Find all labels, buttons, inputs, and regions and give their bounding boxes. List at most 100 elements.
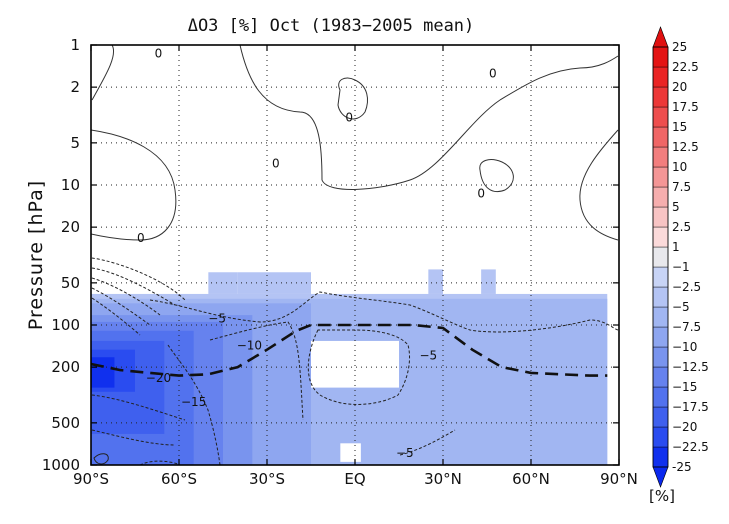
x-tick-label: 30°S [249,470,285,488]
zero-contour [579,129,619,241]
colorbar-label: 15 [672,120,687,134]
contour-label: 0 [155,46,163,60]
y-tick-label: 2 [70,78,80,96]
y-tick-label: 10 [61,176,80,194]
y-tick-label: 1 [70,36,80,54]
colorbar-swatch [652,326,669,348]
x-tick-label: 90°S [73,470,109,488]
colorbar-label: 20 [672,80,687,94]
colorbar-label: −22.5 [672,440,709,454]
y-tick-label: 200 [51,358,80,376]
colorbar-label: −20 [672,420,697,434]
neg-contour [91,429,176,446]
colorbar-label: 22.5 [672,60,699,74]
small-contour [93,453,109,465]
zero-contour [337,77,368,120]
colorbar-label: −2.5 [672,280,701,294]
colorbar-swatch [652,86,669,108]
contour-label: −20 [146,371,171,385]
colorbar-label: −15 [672,380,697,394]
shade-cell-13 [91,357,115,388]
colorbar-swatch [652,446,669,468]
colorbar-swatch [652,126,669,148]
colorbar-label: −17.5 [672,400,709,414]
colorbar-label: 12.5 [672,140,699,154]
colorbar-label: 5 [672,200,680,214]
y-tick-label: 50 [61,274,80,292]
colorbar-swatch [652,266,669,288]
colorbar-label: 10 [672,160,687,174]
shade-cell-16 [91,45,608,270]
colorbar-label: −1 [672,260,690,274]
colorbar-label: 7.5 [672,180,691,194]
neg-contour [139,460,179,465]
neg-contour [399,429,456,456]
zero-contour [239,45,619,190]
colorbar-swatch [652,106,669,128]
neg-contour [91,267,176,306]
colorbar-over-arrow [652,26,669,48]
contour-label: 0 [345,111,353,125]
colorbar-label: −10 [672,340,697,354]
colorbar-under-arrow [652,466,669,488]
colorbar-label: -25 [672,460,692,474]
colorbar-swatch [652,66,669,88]
shade-cell-2 [428,269,443,294]
contour-label: −15 [181,395,206,409]
colorbar-label: 1 [672,240,680,254]
contour-label: 0 [137,231,145,245]
zero-contour [91,129,177,241]
colorbar-swatch [652,366,669,388]
colorbar-swatch [652,306,669,328]
y-axis-label: Pressure [hPa] [25,180,47,330]
colorbar-swatch [652,406,669,428]
shaded-field [91,45,608,465]
colorbar-swatch [652,426,669,448]
neg-contour [91,297,141,336]
x-tick-label: 60°S [161,470,197,488]
contour-labels: 0 0 0 0 0 0 −5 −10 −5 −20 −15 −5 [137,46,497,460]
chart-title: ΔO3 [%] Oct (1983−2005 mean) [188,16,475,36]
colorbar-label: −5 [672,300,690,314]
shade-cell-15 [340,443,361,462]
colorbar-swatch [652,186,669,208]
shade-cell-0 [208,272,238,294]
colorbar-swatch [652,166,669,188]
contour-label: 0 [477,186,485,200]
colorbar-label: 17.5 [672,100,699,114]
x-tick-label: 60°N [512,470,550,488]
colorbar-swatch [652,206,669,228]
colorbar-label: −12.5 [672,360,709,374]
y-tick-label: 20 [61,218,80,236]
contour-label: −5 [419,348,437,362]
grid-lines [91,45,619,465]
x-tick-label: 30°N [424,470,462,488]
contour-label: −10 [237,338,262,352]
y-tick-label: 100 [51,316,80,334]
y-tick-label: 5 [70,134,80,152]
contour-label: −5 [208,312,226,326]
contour-lines [91,45,619,465]
plot-area: 0 0 0 0 0 0 −5 −10 −5 −20 −15 −5 [91,45,619,465]
tropopause-line [91,323,608,377]
neg-contour [307,329,411,405]
neg-contour [91,287,151,326]
y-tick-label: 500 [51,414,80,432]
colorbar-swatch [652,286,669,308]
shade-cell-14 [311,340,399,388]
x-tick-label: 90°N [600,470,638,488]
neg-contour [209,321,304,421]
colorbar-swatch [652,226,669,248]
neg-contour [149,291,619,333]
shade-cell-3 [481,269,496,294]
neg-contour [167,344,221,465]
x-tick-label: EQ [344,470,365,488]
colorbar-frame [652,46,669,468]
colorbar-label: −7.5 [672,320,701,334]
colorbar-swatch [652,246,669,268]
contour-label: −5 [396,446,414,460]
colorbar-label: 2.5 [672,220,691,234]
zero-contour [91,45,114,101]
colorbar-swatch [652,386,669,408]
